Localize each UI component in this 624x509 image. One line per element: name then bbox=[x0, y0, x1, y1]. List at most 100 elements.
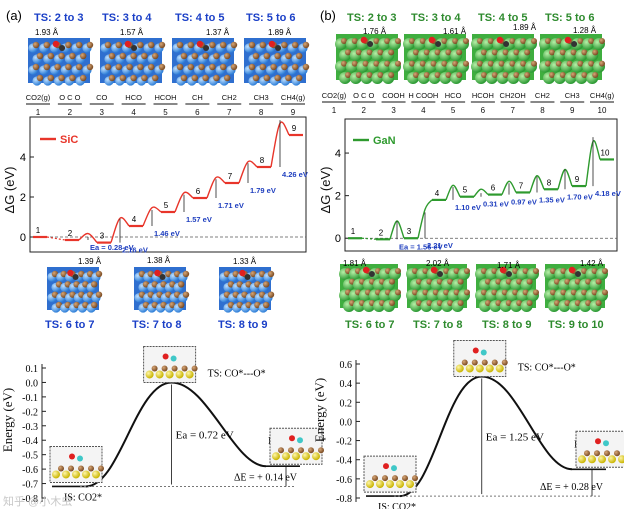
atom bbox=[443, 268, 450, 274]
atom bbox=[409, 60, 415, 67]
y-tick-label: -0.8 bbox=[336, 494, 352, 505]
atom bbox=[516, 300, 523, 306]
atom bbox=[502, 72, 509, 78]
carbon-atom bbox=[575, 271, 581, 277]
atom bbox=[259, 63, 266, 71]
connector-line bbox=[46, 236, 66, 241]
atom bbox=[151, 365, 158, 372]
atom bbox=[224, 52, 231, 60]
bond-length: 1.37 Å bbox=[206, 28, 230, 37]
atom bbox=[137, 63, 144, 71]
de-label: ΔE = + 0.28 eV bbox=[540, 482, 604, 493]
carbon-atom bbox=[506, 271, 512, 277]
atom bbox=[406, 480, 414, 489]
carbon-atom bbox=[59, 45, 66, 51]
carbon-atom bbox=[368, 271, 375, 277]
atom bbox=[187, 63, 194, 71]
atom bbox=[481, 72, 487, 78]
atom bbox=[463, 38, 469, 44]
y-tick-label: 2 bbox=[20, 192, 26, 204]
atom bbox=[384, 60, 391, 67]
atom bbox=[531, 60, 537, 67]
atom bbox=[248, 41, 256, 49]
atom bbox=[513, 49, 520, 56]
barrier-curve bbox=[529, 174, 545, 193]
bond-length: 1.61 Å bbox=[443, 27, 467, 36]
oxygen-atom bbox=[430, 266, 438, 274]
atom bbox=[614, 450, 620, 457]
barrier-curve bbox=[501, 180, 517, 195]
atom bbox=[453, 268, 460, 274]
state-number: 5 bbox=[463, 186, 468, 195]
atom bbox=[382, 475, 388, 482]
y-tick-label: 0 bbox=[335, 233, 341, 245]
atom bbox=[52, 470, 60, 479]
atom bbox=[119, 52, 127, 60]
atom bbox=[524, 72, 531, 78]
atom bbox=[591, 268, 598, 274]
species-label: HCOH bbox=[154, 93, 176, 102]
state-number: 9 bbox=[575, 175, 580, 184]
oxygen-atom bbox=[154, 269, 161, 277]
atom bbox=[377, 72, 384, 78]
is-label: IS: CO2* bbox=[64, 492, 102, 503]
ts-label: TS: 9 to 10 bbox=[548, 319, 604, 331]
atom-lattice bbox=[403, 36, 469, 84]
species-number: 7 bbox=[510, 106, 515, 115]
atom bbox=[161, 365, 168, 372]
atom bbox=[263, 301, 270, 309]
atom bbox=[574, 300, 581, 306]
carbon-atom bbox=[77, 455, 83, 462]
species-number: 1 bbox=[332, 106, 337, 115]
atom bbox=[202, 74, 209, 82]
y-axis-label: Energy (eV) bbox=[0, 388, 15, 452]
atom bbox=[152, 74, 159, 82]
atom bbox=[520, 38, 527, 44]
state-number: 3 bbox=[407, 227, 412, 236]
atom bbox=[263, 52, 270, 60]
oxygen-atom bbox=[124, 40, 132, 48]
atom bbox=[491, 359, 498, 366]
atom bbox=[475, 364, 484, 373]
atom bbox=[248, 63, 256, 71]
atom bbox=[178, 301, 185, 309]
y-tick-label: -0.6 bbox=[336, 475, 352, 486]
atom bbox=[312, 452, 320, 461]
bond-length: 1.93 Å bbox=[35, 28, 59, 37]
ts-label: TS: 6 to 7 bbox=[45, 319, 95, 331]
state-number: 7 bbox=[519, 181, 524, 190]
atom bbox=[491, 289, 498, 296]
atom bbox=[455, 364, 464, 373]
atom bbox=[130, 74, 137, 82]
atom bbox=[501, 289, 508, 296]
species-number: 5 bbox=[451, 106, 456, 115]
species-label: O C O bbox=[353, 91, 374, 100]
barrier-curve bbox=[206, 176, 226, 199]
carbon-atom bbox=[275, 45, 282, 51]
species-label: CH2 bbox=[535, 91, 550, 100]
barrier-label: 1.10 eV bbox=[455, 203, 481, 212]
atom bbox=[602, 268, 608, 274]
barrier-label: 1.79 eV bbox=[250, 186, 276, 195]
atom bbox=[559, 72, 566, 78]
species-label: HCO bbox=[445, 91, 462, 100]
atom-lattice bbox=[544, 266, 608, 312]
atom bbox=[452, 38, 459, 44]
atom bbox=[137, 41, 144, 49]
species-label: CH2 bbox=[222, 93, 237, 102]
atom bbox=[224, 74, 231, 82]
atom bbox=[32, 41, 40, 49]
atom bbox=[345, 49, 351, 56]
atom bbox=[412, 289, 418, 296]
atom bbox=[104, 63, 112, 71]
atom bbox=[108, 52, 116, 60]
atom bbox=[550, 268, 556, 274]
atom bbox=[595, 300, 602, 306]
right-top-ts-row: TS: 2 to 3 TS: 3 to 4 TS: 4 to 5 TS: 5 t… bbox=[335, 12, 605, 84]
atom bbox=[447, 278, 454, 285]
atom bbox=[464, 268, 470, 274]
atom bbox=[452, 60, 459, 67]
atom-lattice bbox=[475, 266, 539, 312]
species-label: COOH bbox=[382, 91, 405, 100]
atom bbox=[570, 49, 577, 56]
